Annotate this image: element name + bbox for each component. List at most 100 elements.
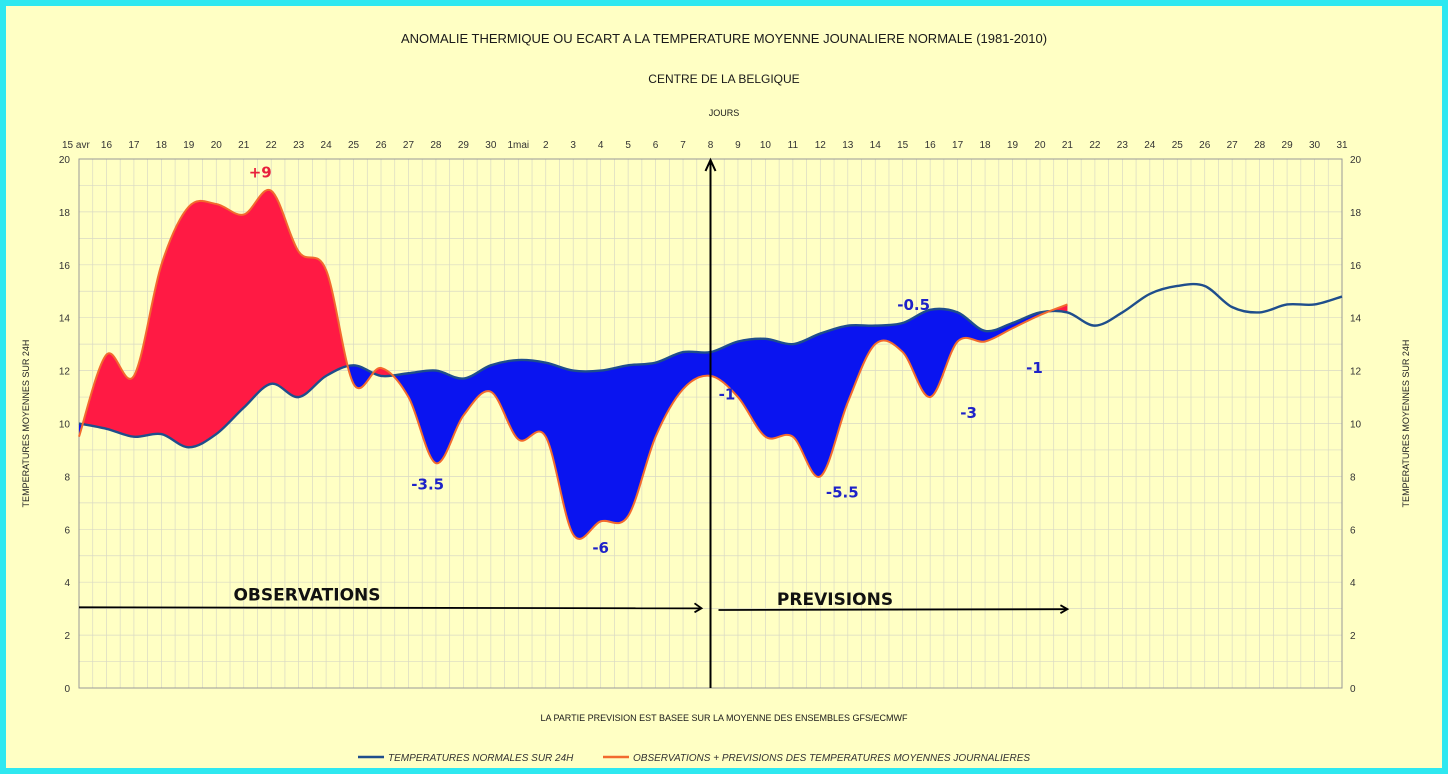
x-tick-label: 22 xyxy=(1089,140,1101,151)
negative-anomaly-area xyxy=(79,308,1068,539)
x-tick-label: 6 xyxy=(653,140,659,151)
x-tick-label: 21 xyxy=(238,140,250,151)
x-tick-label: 16 xyxy=(925,140,937,151)
observations-arrowhead xyxy=(693,602,704,614)
y-tick-label-right: 20 xyxy=(1350,155,1362,166)
y-tick-label-right: 12 xyxy=(1350,367,1362,378)
x-tick-label: 10 xyxy=(760,140,772,151)
x-tick-label: 5 xyxy=(625,140,631,151)
x-tick-label: 17 xyxy=(952,140,964,151)
y-tick-label-right: 6 xyxy=(1350,525,1356,536)
y-tick-label-left: 16 xyxy=(59,261,71,272)
today-marker-arrowhead xyxy=(704,157,717,172)
x-tick-label: 12 xyxy=(815,140,827,151)
y-axis-title-left: TEMPERATURES MOYENNES SUR 24H xyxy=(21,340,31,508)
x-tick-label: 9 xyxy=(735,140,741,151)
x-tick-label: 28 xyxy=(1254,140,1266,151)
previsions-arrowhead xyxy=(1059,604,1070,614)
x-tick-label: 27 xyxy=(1227,140,1239,151)
x-tick-label: 26 xyxy=(1199,140,1211,151)
y-tick-label-right: 8 xyxy=(1350,472,1356,483)
x-tick-label: 14 xyxy=(870,140,882,151)
y-tick-label-right: 10 xyxy=(1350,420,1362,431)
y-tick-label-left: 0 xyxy=(64,684,70,695)
x-tick-label: 21 xyxy=(1062,140,1074,151)
footnote: LA PARTIE PREVISION EST BASEE SUR LA MOY… xyxy=(540,713,908,723)
anomaly-label: -3 xyxy=(960,404,977,422)
anomaly-fills xyxy=(79,189,1068,539)
x-tick-label: 26 xyxy=(375,140,387,151)
y-tick-label-left: 6 xyxy=(64,525,70,536)
x-tick-label: 22 xyxy=(266,140,278,151)
y-tick-label-left: 14 xyxy=(59,314,71,325)
series-line-observed xyxy=(78,188,1068,540)
y-tick-label-left: 20 xyxy=(59,155,71,166)
x-tick-label: 24 xyxy=(1144,140,1156,151)
chart-title: ANOMALIE THERMIQUE OU ECART A LA TEMPERA… xyxy=(400,31,1048,46)
y-tick-label-left: 12 xyxy=(59,367,71,378)
x-tick-label: 25 xyxy=(1172,140,1184,151)
x-tick-label: 18 xyxy=(156,140,168,151)
previsions-label: PREVISIONS xyxy=(777,590,893,610)
arrows-and-labels: OBSERVATIONS PREVISIONS xyxy=(78,157,1070,688)
x-tick-label: 27 xyxy=(403,140,415,151)
y-tick-label-left: 18 xyxy=(59,208,71,219)
anomaly-label: -5.5 xyxy=(826,484,859,502)
x-tick-label: 20 xyxy=(1034,140,1046,151)
x-tick-label: 15 avr xyxy=(62,140,90,151)
x-tick-label: 15 xyxy=(897,140,909,151)
x-tick-label: 13 xyxy=(842,140,854,151)
x-tick-label: 20 xyxy=(211,140,223,151)
observations-label: OBSERVATIONS xyxy=(233,585,380,605)
x-tick-label: 16 xyxy=(101,140,113,151)
y-tick-label-left: 10 xyxy=(59,420,71,431)
x-tick-label: 30 xyxy=(485,140,497,151)
y-tick-label-right: 14 xyxy=(1350,314,1362,325)
y-tick-label-right: 18 xyxy=(1350,208,1362,219)
x-tick-label: 31 xyxy=(1336,140,1348,151)
observations-arrow xyxy=(78,606,701,610)
annotations: +9 -3.5 -6 -1 -5.5 -0.5 -3 -1 xyxy=(249,164,1043,558)
x-tick-label: 29 xyxy=(1282,140,1294,151)
x-tick-label: 28 xyxy=(430,140,442,151)
tick-labels: 15 avr 16 17 18 19 20 21 22 23 24 25 26 27 28 29 30 1mai… xyxy=(21,140,1411,695)
previsions-arrow xyxy=(718,608,1068,611)
x-tick-label: 4 xyxy=(598,140,604,151)
x-tick-label: 19 xyxy=(1007,140,1019,151)
x-tick-label: 19 xyxy=(183,140,195,151)
x-tick-label: 30 xyxy=(1309,140,1321,151)
x-tick-label: 11 xyxy=(788,140,799,151)
y-tick-label-right: 16 xyxy=(1350,261,1362,272)
x-tick-label: 23 xyxy=(1117,140,1129,151)
x-tick-label: 3 xyxy=(570,140,576,151)
y-tick-label-right: 2 xyxy=(1350,631,1356,642)
anomaly-label: -6 xyxy=(592,539,609,557)
legend-label-normal: TEMPERATURES NORMALES SUR 24H xyxy=(388,753,574,764)
y-tick-label-right: 0 xyxy=(1350,684,1356,695)
y-tick-label-left: 8 xyxy=(64,472,70,483)
legend-label-observed: OBSERVATIONS + PREVISIONS DES TEMPERATUR… xyxy=(633,753,1030,764)
legend: TEMPERATURES NORMALES SUR 24H OBSERVATION… xyxy=(358,753,1030,764)
x-tick-label: 17 xyxy=(128,140,140,151)
x-axis-title: JOURS xyxy=(708,108,740,118)
x-tick-label: 2 xyxy=(543,140,549,151)
anomaly-label: -0.5 xyxy=(897,296,930,314)
x-tick-label: 25 xyxy=(348,140,360,151)
x-tick-label: 7 xyxy=(680,140,686,151)
chart-subtitle: CENTRE DE LA BELGIQUE xyxy=(648,72,800,86)
anomaly-label: -1 xyxy=(719,386,736,404)
y-axis-title-right: TEMPERATURES MOYENNES SUR 24H xyxy=(1401,340,1411,508)
x-tick-label: 24 xyxy=(321,140,333,151)
x-tick-label: 8 xyxy=(708,140,714,151)
positive-anomaly-area xyxy=(79,189,1068,448)
anomaly-label: +9 xyxy=(249,164,272,182)
x-tick-label: 29 xyxy=(458,140,470,151)
y-tick-label-left: 4 xyxy=(64,578,70,589)
x-tick-label: 1mai xyxy=(507,140,529,151)
y-tick-label-left: 2 xyxy=(64,631,70,642)
anomaly-label: -1 xyxy=(1026,359,1043,377)
anomaly-label: -3.5 xyxy=(411,476,444,494)
y-tick-label-right: 4 xyxy=(1350,578,1356,589)
x-tick-label: 18 xyxy=(980,140,992,151)
